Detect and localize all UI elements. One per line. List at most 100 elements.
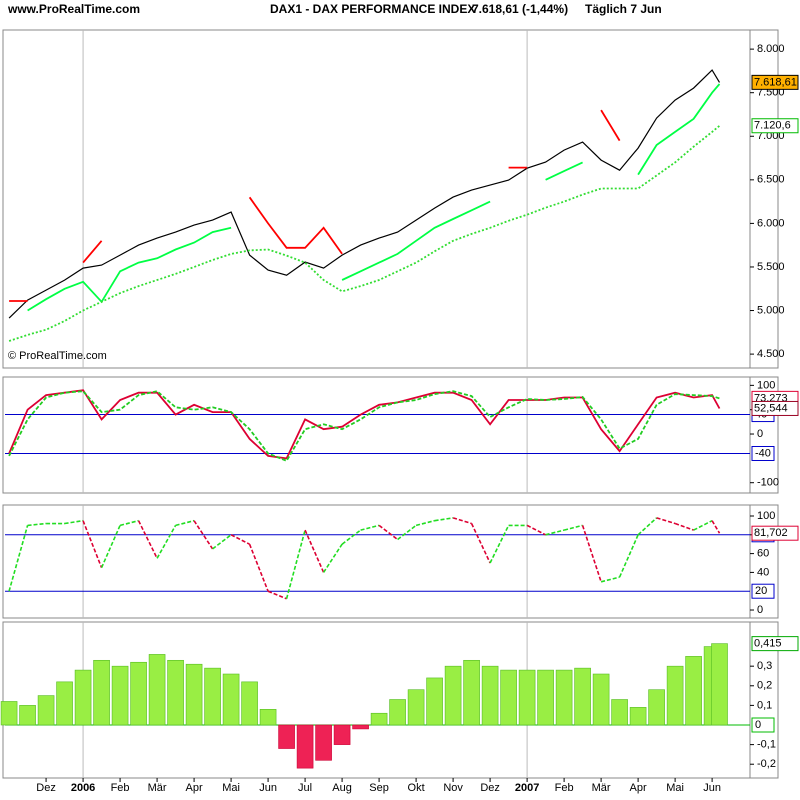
y-tick-label: 6.500 [757, 174, 785, 186]
oscillator-segment [693, 519, 713, 531]
level-box [751, 583, 775, 599]
histogram-bar [407, 689, 425, 726]
period: Täglich 7 Jun [585, 2, 662, 16]
oscillator-segment [175, 519, 195, 527]
oscillator-segment [581, 525, 602, 583]
x-tick-label: Dez [36, 782, 56, 794]
histogram-bar [185, 663, 203, 726]
value-box [751, 636, 799, 652]
oscillator-segment [304, 529, 325, 573]
histogram-bar [74, 669, 92, 726]
histogram-bar [389, 699, 406, 726]
value-box [751, 74, 799, 90]
value-box [751, 400, 799, 416]
y-tick-label: -0,1 [757, 739, 776, 751]
y-tick-label: -0,2 [757, 758, 776, 770]
oscillator-segment [8, 525, 29, 592]
histogram-bar [19, 705, 36, 726]
y-tick-label: 0,2 [757, 680, 772, 692]
histogram-bar [370, 712, 388, 726]
oscillator-segment [212, 534, 232, 550]
x-tick-label: Nov [443, 782, 463, 794]
panel-frame [2, 29, 779, 369]
x-tick-label: Mai [222, 782, 240, 794]
oscillator-segment [137, 520, 158, 559]
oscillator-segment [470, 523, 491, 564]
histogram-bar [148, 654, 166, 726]
y-tick-label: 8.000 [757, 43, 785, 55]
y-tick-label: 0,3 [757, 660, 772, 672]
oscillator-segment [27, 522, 47, 527]
series-line [8, 125, 721, 342]
histogram-bar [241, 681, 258, 726]
series-line [8, 390, 720, 462]
oscillator-segment [656, 517, 676, 525]
oscillator-segment [285, 529, 306, 599]
x-tick-label: Feb [111, 782, 130, 794]
histogram-bar [555, 669, 573, 726]
histogram-bar [481, 665, 499, 726]
oscillator-segment [674, 522, 694, 531]
histogram-bar [352, 724, 369, 730]
histogram-bar [518, 669, 536, 726]
oscillator-segment [545, 529, 565, 536]
histogram-bar [93, 659, 110, 726]
oscillator-segment [156, 525, 177, 559]
x-tick-label: 2007 [515, 782, 539, 794]
histogram-bar [444, 665, 462, 726]
value-label: 7.120,6 [754, 120, 791, 132]
x-tick-label: Okt [408, 782, 425, 794]
histogram-bar [37, 695, 55, 726]
value-box [751, 118, 799, 134]
y-tick-label: 4.500 [757, 348, 785, 360]
histogram-bar [333, 724, 351, 745]
level-box [751, 717, 775, 733]
x-tick-label: Apr [630, 782, 647, 794]
histogram-bar [666, 665, 684, 726]
oscillator-segment [248, 543, 269, 592]
histogram-bar [111, 665, 129, 726]
series-line [27, 83, 721, 312]
x-tick-label: Dez [480, 782, 500, 794]
x-tick-label: Feb [555, 782, 574, 794]
panel-frame [2, 621, 779, 779]
x-tick-label: Aug [332, 782, 352, 794]
oscillator-segment [267, 590, 287, 600]
histogram-bar [426, 677, 443, 726]
y-tick-label: 60 [757, 548, 769, 560]
y-tick-label: 100 [757, 510, 775, 522]
level-label: 0 [755, 719, 761, 731]
y-tick-label: 40 [757, 566, 769, 578]
oscillator-segment [341, 529, 362, 545]
instrument-title: DAX1 - DAX PERFORMANCE INDEX [270, 2, 475, 16]
oscillator-segment [64, 519, 84, 525]
oscillator-segment [563, 524, 583, 531]
oscillator-segment [489, 525, 510, 564]
oscillator-segment [637, 517, 658, 536]
value-box [751, 525, 799, 541]
histogram-bar [278, 724, 295, 749]
value-label: 52,544 [754, 402, 788, 414]
x-tick-label: Mär [592, 782, 611, 794]
series-line [8, 389, 721, 460]
oscillator-segment [600, 576, 620, 583]
histogram-bar [167, 659, 184, 726]
histogram-bar [259, 709, 277, 726]
panel-frame [2, 504, 779, 619]
histogram-bar [611, 699, 628, 726]
oscillator-segment [119, 519, 139, 527]
histogram-bar [574, 667, 591, 726]
histogram-bar [222, 673, 240, 726]
x-tick-label: Jun [703, 782, 721, 794]
y-tick-label: 5.500 [757, 261, 785, 273]
histogram-bar [204, 667, 221, 726]
oscillator-segment [397, 524, 417, 541]
oscillator-segment [100, 525, 121, 569]
histogram-bar [500, 669, 517, 726]
histogram-bar [629, 707, 647, 726]
oscillator-segment [452, 517, 472, 525]
histogram-bar [315, 724, 332, 761]
y-tick-label: 5.000 [757, 304, 785, 316]
value-label: 7.618,61 [754, 76, 797, 88]
